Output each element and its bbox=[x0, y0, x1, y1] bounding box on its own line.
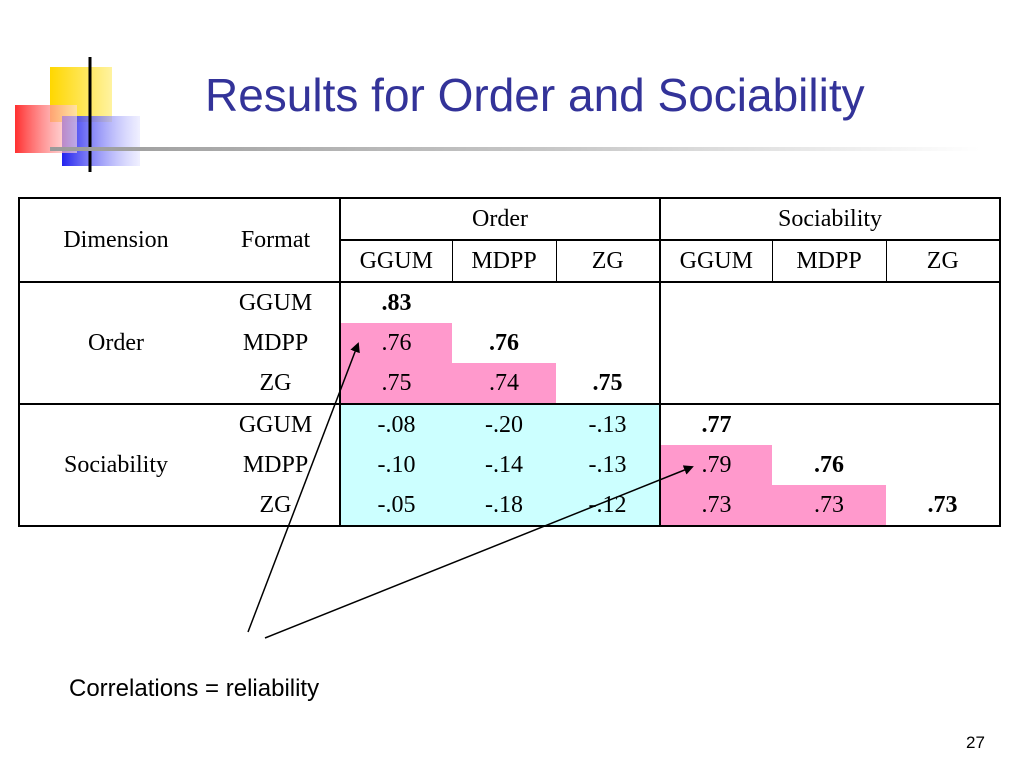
empty-cell bbox=[659, 323, 773, 363]
correlation-cell-highlighted: .76 bbox=[339, 323, 452, 363]
empty-cell bbox=[886, 445, 1002, 485]
page-number: 27 bbox=[966, 733, 985, 752]
reliability-cell: .76 bbox=[489, 329, 519, 356]
subheader-order-mdpp: MDPP bbox=[451, 240, 556, 283]
empty-cell bbox=[886, 363, 1002, 404]
row-format: ZG bbox=[259, 369, 292, 396]
row-format: MDPP bbox=[242, 329, 309, 356]
empty-cell bbox=[556, 282, 660, 323]
group-label-order: Order bbox=[18, 282, 212, 404]
template-logo-graphic bbox=[15, 57, 150, 172]
correlation-cell-highlighted: .79 bbox=[659, 445, 773, 485]
row-format: ZG bbox=[212, 485, 340, 527]
cross-trait-cell: -.14 bbox=[452, 445, 556, 485]
empty-cell bbox=[886, 323, 1002, 363]
empty-cell bbox=[886, 403, 1002, 445]
empty-cell bbox=[659, 363, 773, 404]
slide-title: Results for Order and Sociability bbox=[205, 69, 865, 121]
correlation-cell-highlighted: .73 bbox=[659, 485, 773, 527]
header-sociability: Sociability bbox=[659, 197, 1002, 241]
table-row: MDPP .76 .76 bbox=[19, 323, 1002, 363]
results-table: Dimension Format Order Sociability GGUM … bbox=[18, 197, 1002, 527]
header-order: Order bbox=[338, 197, 661, 241]
cross-trait-cell: -.18 bbox=[452, 485, 556, 527]
cross-trait-cell: -.13 bbox=[556, 403, 661, 445]
cross-trait-cell: -.05 bbox=[339, 485, 452, 527]
group-label-sociability: Sociability bbox=[18, 403, 212, 527]
correlation-cell-highlighted: .75 bbox=[339, 363, 452, 404]
empty-cell bbox=[886, 282, 1002, 323]
title-underline bbox=[50, 147, 980, 151]
subheader-order-zg: ZG bbox=[555, 240, 661, 283]
empty-cell bbox=[452, 282, 556, 323]
cross-trait-cell: -.08 bbox=[339, 403, 452, 445]
caption-text: Correlations = reliability bbox=[69, 675, 320, 702]
cross-trait-cell: -.20 bbox=[452, 403, 556, 445]
subheader-sociability-mdpp: MDPP bbox=[771, 240, 887, 283]
empty-cell bbox=[772, 363, 886, 404]
empty-cell bbox=[659, 282, 773, 323]
reliability-cell: .83 bbox=[339, 282, 452, 323]
empty-cell bbox=[772, 323, 886, 363]
header-format: Format bbox=[212, 197, 340, 283]
correlation-cell-highlighted: .73 bbox=[772, 485, 887, 527]
empty-cell bbox=[772, 403, 887, 445]
row-format: GGUM bbox=[238, 289, 313, 316]
reliability-cell: .73 bbox=[886, 485, 1002, 527]
reliability-cell: .77 bbox=[659, 403, 773, 445]
cross-trait-cell: -.10 bbox=[339, 445, 452, 485]
table-row: Sociability GGUM -.08 -.20 -.13 .77 bbox=[18, 403, 1002, 527]
cross-trait-cell: -.13 bbox=[556, 445, 661, 485]
reliability-cell: .76 bbox=[814, 451, 845, 478]
table-row: Order GGUM .83 bbox=[18, 282, 1002, 404]
reliability-cell: .75 bbox=[592, 369, 623, 396]
row-format: GGUM bbox=[212, 403, 340, 445]
subheader-sociability-zg: ZG bbox=[885, 240, 1002, 283]
empty-cell bbox=[772, 282, 886, 323]
cross-trait-cell: -.12 bbox=[556, 485, 661, 527]
subheader-sociability-ggum: GGUM bbox=[659, 240, 773, 283]
subheader-order-ggum: GGUM bbox=[339, 240, 452, 283]
correlation-cell-highlighted: .74 bbox=[452, 363, 556, 404]
row-format: MDPP bbox=[242, 451, 309, 478]
empty-cell bbox=[556, 323, 660, 363]
header-dimension: Dimension bbox=[18, 197, 212, 283]
